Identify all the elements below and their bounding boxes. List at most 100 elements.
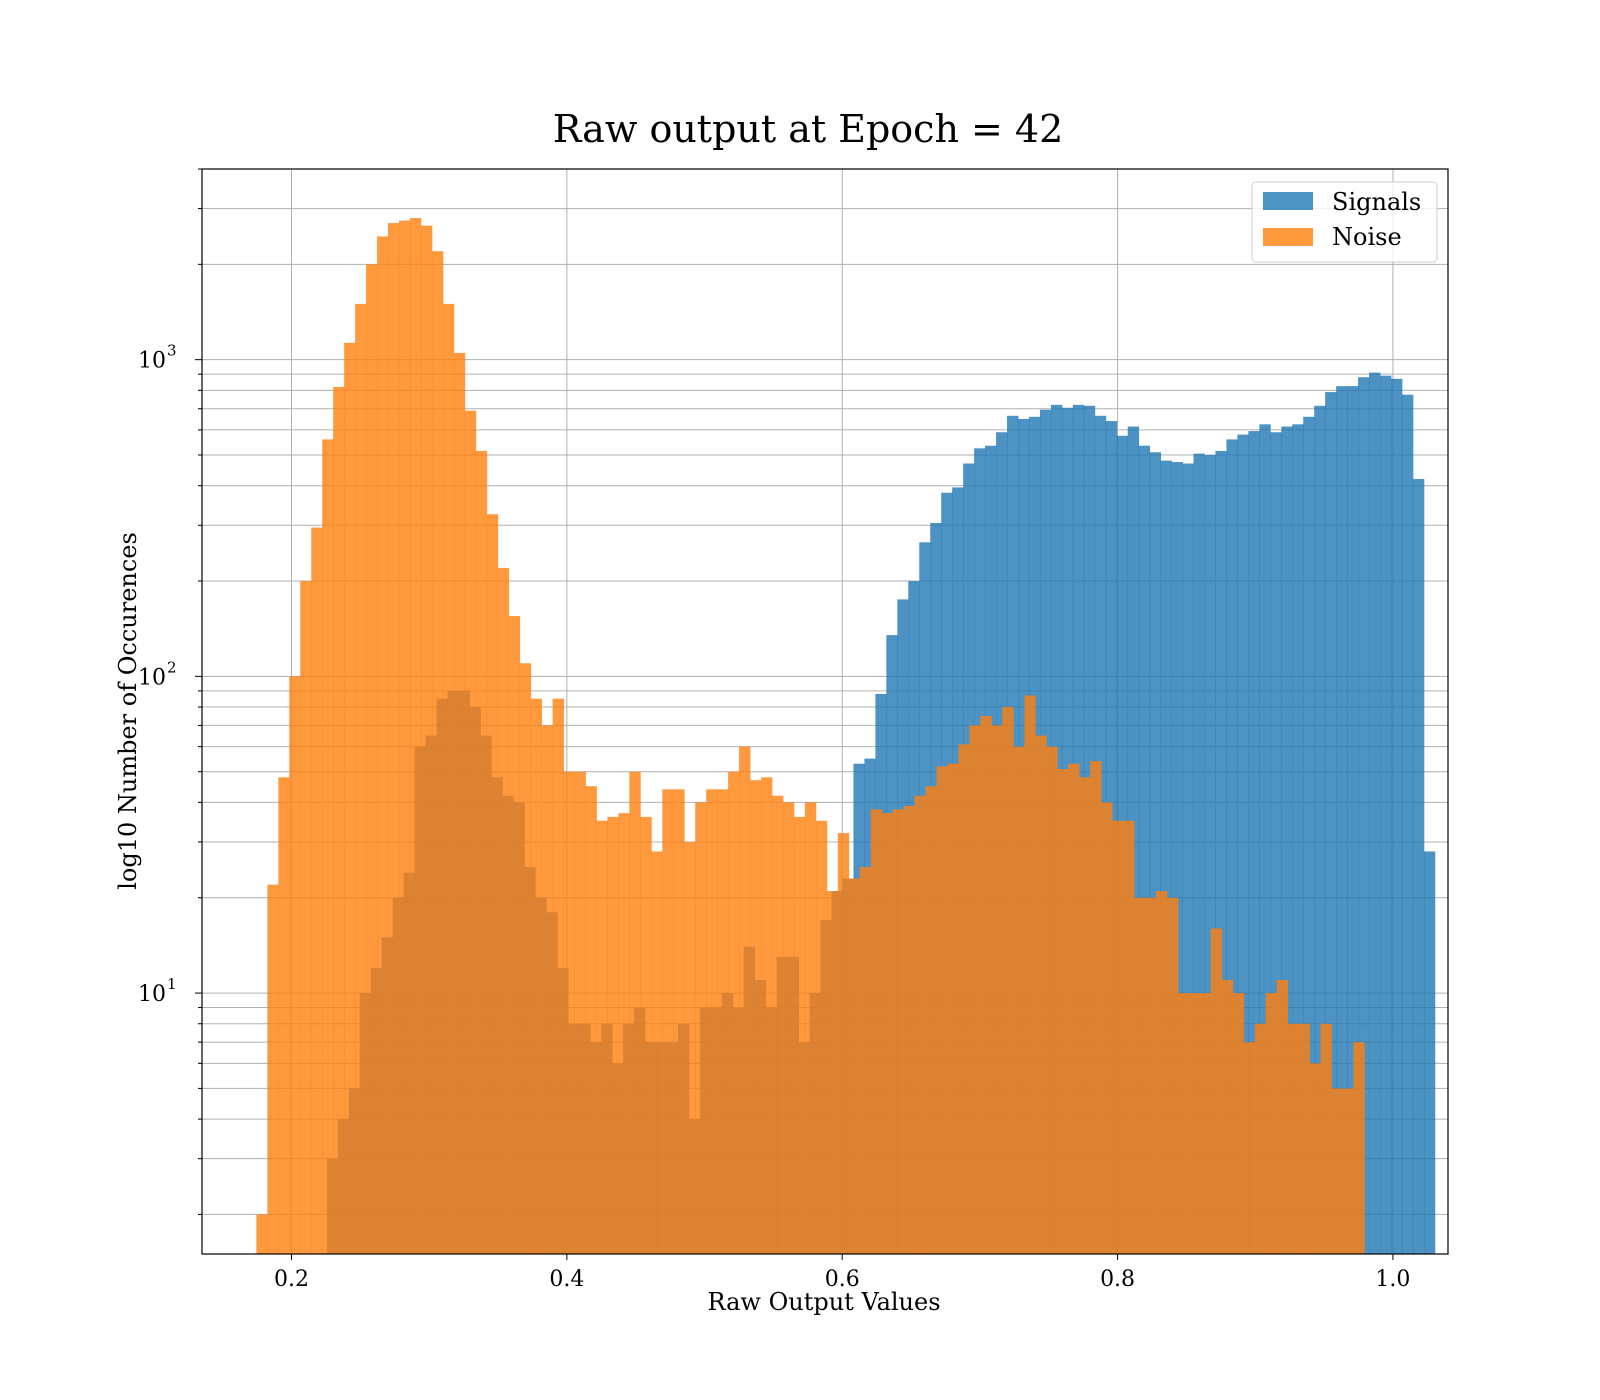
histogram-bar bbox=[574, 771, 586, 1254]
histogram-bar bbox=[1221, 979, 1234, 1254]
histogram-bar bbox=[771, 795, 784, 1254]
histogram-bar bbox=[1182, 463, 1194, 1254]
histogram-bar bbox=[1423, 851, 1436, 1254]
histogram-bar bbox=[837, 833, 850, 1254]
histogram-bar bbox=[1101, 802, 1113, 1254]
y-tick-exponent: 1 bbox=[167, 975, 177, 993]
histogram-bar bbox=[793, 816, 806, 1254]
histogram-bar bbox=[519, 663, 532, 1254]
y-tick-label: 10 bbox=[138, 349, 166, 374]
histogram-bar bbox=[1177, 993, 1190, 1254]
histogram-bar bbox=[1265, 993, 1278, 1254]
histogram-bar bbox=[1171, 462, 1183, 1254]
histogram-bar bbox=[1369, 372, 1381, 1254]
histogram-bar bbox=[552, 698, 564, 1254]
histogram-bar bbox=[1243, 1042, 1256, 1254]
histogram-bar bbox=[1057, 768, 1069, 1254]
legend-label-signals: Signals bbox=[1332, 188, 1421, 216]
histogram-bar bbox=[750, 780, 762, 1254]
plot-frame bbox=[201, 168, 1449, 1255]
histogram-bar bbox=[1188, 993, 1201, 1254]
histogram-bar bbox=[267, 884, 279, 1254]
histogram-bar bbox=[1079, 777, 1091, 1254]
histogram-bar bbox=[399, 220, 411, 1254]
legend-swatch-signals bbox=[1263, 192, 1313, 210]
x-tick-label: 1.0 bbox=[1375, 1267, 1410, 1292]
histogram-bar bbox=[1204, 455, 1216, 1254]
histogram-bar bbox=[464, 410, 477, 1255]
histogram-bar bbox=[1149, 452, 1162, 1254]
y-tick-label: 10 bbox=[138, 665, 166, 690]
histogram-bar bbox=[673, 789, 685, 1254]
histogram-bar bbox=[563, 771, 575, 1254]
histogram-bar bbox=[947, 763, 959, 1254]
histogram-bar bbox=[1270, 432, 1282, 1254]
histogram-bar bbox=[728, 771, 740, 1254]
x-tick-label: 0.4 bbox=[549, 1267, 584, 1292]
histogram-bar bbox=[1309, 1063, 1321, 1254]
histogram-bar bbox=[618, 813, 630, 1254]
histogram-bar bbox=[256, 1214, 268, 1254]
histogram-bar bbox=[541, 725, 553, 1254]
histogram-bar bbox=[607, 816, 619, 1254]
histogram-bar bbox=[958, 744, 970, 1254]
histogram-bar bbox=[278, 777, 290, 1254]
y-axis-label: log10 Number of Occurences bbox=[114, 532, 142, 890]
histogram-bar bbox=[300, 581, 312, 1254]
histogram-bar bbox=[969, 725, 981, 1254]
histogram-bar bbox=[892, 809, 905, 1254]
histogram-bar bbox=[1254, 1023, 1267, 1254]
histogram-bar bbox=[1314, 405, 1326, 1254]
x-axis-label: Raw Output Values bbox=[707, 1288, 940, 1316]
histogram-bar bbox=[388, 223, 400, 1254]
histogram-bar bbox=[1068, 763, 1080, 1254]
histogram-bar bbox=[453, 352, 466, 1255]
histogram-bar bbox=[508, 616, 521, 1254]
histogram-bar bbox=[1353, 1042, 1365, 1254]
histogram-bar bbox=[377, 236, 389, 1255]
histogram-bar bbox=[366, 264, 378, 1255]
histogram-bar bbox=[344, 342, 356, 1254]
histogram-bar bbox=[1166, 897, 1179, 1254]
histogram-bar bbox=[1347, 386, 1359, 1254]
histogram-bar bbox=[596, 820, 608, 1254]
histogram-bar bbox=[870, 809, 883, 1254]
histogram-bar bbox=[1358, 377, 1370, 1254]
histogram-bar bbox=[333, 386, 345, 1255]
histogram-bar bbox=[1336, 386, 1348, 1254]
y-tick-exponent: 2 bbox=[167, 658, 177, 676]
histogram-bar bbox=[420, 225, 433, 1254]
histogram-bar bbox=[925, 786, 937, 1254]
y-tick-exponent: 3 bbox=[167, 342, 177, 360]
histogram-bar bbox=[1046, 746, 1058, 1254]
histogram-bar bbox=[1160, 460, 1172, 1254]
histogram-bar bbox=[662, 789, 674, 1254]
histogram-bar bbox=[1380, 375, 1392, 1254]
histogram-bar bbox=[1232, 993, 1245, 1254]
histogram-bar bbox=[1199, 993, 1212, 1254]
histogram-bar bbox=[936, 766, 948, 1254]
histogram-bar bbox=[1331, 1088, 1343, 1254]
series-noise bbox=[256, 218, 1365, 1255]
histogram-bar bbox=[1325, 392, 1337, 1255]
histogram-bar bbox=[1024, 695, 1036, 1254]
histogram-bar bbox=[1303, 416, 1315, 1254]
histogram-bar bbox=[1013, 746, 1025, 1254]
histogram-bar bbox=[881, 813, 894, 1254]
chart-title: Raw output at Epoch = 42 bbox=[553, 107, 1064, 151]
histogram-bar bbox=[1193, 453, 1205, 1254]
histogram-bar bbox=[815, 820, 828, 1254]
histogram-bar bbox=[903, 805, 915, 1254]
histogram-bar bbox=[1226, 439, 1238, 1254]
histogram-bar bbox=[826, 891, 839, 1254]
histogram-bar bbox=[629, 771, 641, 1254]
histogram-bar bbox=[1412, 478, 1425, 1254]
legend-label-noise: Noise bbox=[1332, 223, 1402, 251]
histogram-bar bbox=[1144, 897, 1157, 1254]
histogram-bar bbox=[355, 303, 367, 1254]
histogram-bar bbox=[1401, 394, 1414, 1255]
histogram-bar bbox=[640, 816, 652, 1254]
histogram-bar bbox=[322, 439, 334, 1254]
